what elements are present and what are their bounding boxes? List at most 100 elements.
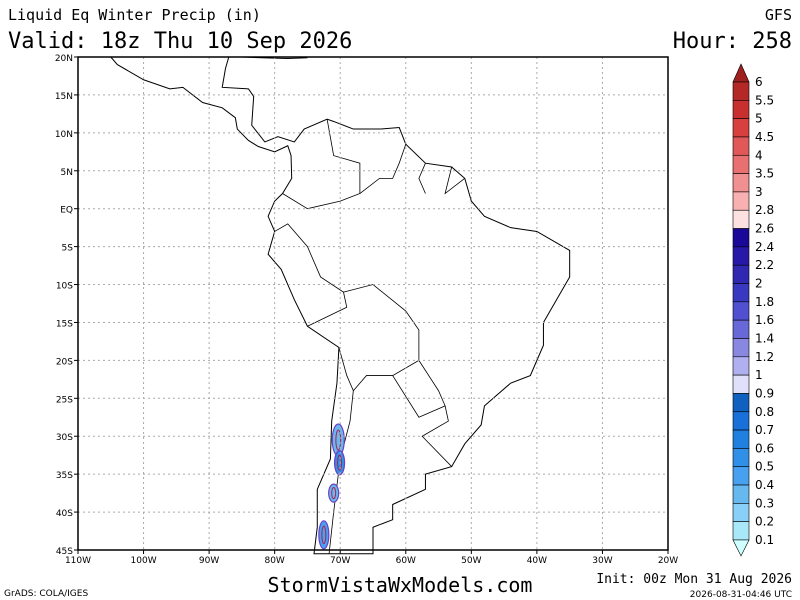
- colorbar-label: 0.6: [755, 441, 774, 455]
- lat-label: 45S: [56, 547, 73, 557]
- colorbar-box: [732, 301, 750, 321]
- lon-label: 30W: [592, 556, 612, 566]
- colorbar-label: 4.5: [755, 130, 774, 144]
- lat-label: 15S: [56, 319, 73, 329]
- lat-label: EQ: [60, 206, 73, 216]
- colorbar-label: 0.4: [755, 478, 774, 492]
- colorbar-box: [732, 338, 750, 358]
- lat-label: 5S: [62, 244, 74, 254]
- precip-area: [328, 483, 340, 503]
- precip-core: [335, 429, 342, 451]
- colorbar-box: [732, 466, 750, 486]
- colorbar-box: [732, 136, 750, 156]
- lat-label: 5N: [61, 168, 73, 178]
- colorbar-label: 2.6: [755, 222, 774, 236]
- colorbar-label: 2.8: [755, 203, 774, 217]
- colorbar-label: 6: [755, 75, 763, 89]
- colorbar-box: [732, 356, 750, 376]
- colorbar-label: 5.5: [755, 93, 774, 107]
- colorbar-box: [732, 429, 750, 449]
- colorbar-box: [732, 118, 750, 138]
- colorbar-box: [732, 411, 750, 431]
- lat-label: 40S: [56, 509, 73, 519]
- colorbar-top: [732, 63, 750, 83]
- precip-area: [318, 520, 330, 550]
- colorbar-box: [732, 503, 750, 522]
- lat-label: 20N: [55, 54, 73, 64]
- lat-label: 10S: [56, 282, 73, 292]
- lat-label: 35S: [56, 471, 73, 481]
- border: [444, 166, 466, 195]
- border: [343, 284, 420, 391]
- colorbar-label: 2: [755, 277, 763, 291]
- border: [274, 223, 348, 327]
- colorbar-label: 1.4: [755, 331, 774, 345]
- colorbar-box: [732, 154, 750, 174]
- colorbar-box: [732, 209, 750, 229]
- credit: GrADS: COLA/IGES: [4, 589, 88, 599]
- lon-label: 90W: [199, 556, 219, 566]
- colorbar-box: [732, 448, 750, 468]
- colorbar-box: [732, 393, 750, 413]
- title: Liquid Eq Winter Precip (in): [8, 6, 261, 24]
- precip-area: [333, 450, 346, 476]
- precip-core: [321, 525, 327, 545]
- colorbar-label: 2.4: [755, 240, 774, 254]
- colorbar-box: [732, 81, 750, 101]
- colorbar-label: 0.8: [755, 405, 774, 419]
- map-frame: [77, 56, 669, 551]
- colorbar-bottom: [732, 539, 750, 557]
- colorbar-label: 5: [755, 112, 763, 126]
- colorbar-label: 2.2: [755, 258, 774, 272]
- lon-label: 100W: [131, 556, 157, 566]
- colorbar-label: 0.5: [755, 460, 774, 474]
- colorbar-box: [732, 246, 750, 266]
- border: [418, 163, 426, 194]
- colorbar-box: [732, 521, 750, 541]
- colorbar-box: [732, 283, 750, 303]
- timestamp: 2026-08-31-04:46 UTC: [690, 590, 792, 600]
- forecast-hour: Hour: 258: [673, 29, 792, 54]
- lon-label: 60W: [396, 556, 416, 566]
- colorbar-label: 0.1: [755, 533, 774, 547]
- lat-label: 30S: [56, 433, 73, 443]
- lon-label: 50W: [461, 556, 481, 566]
- colorbar-label: 3.5: [755, 167, 774, 181]
- lon-label: 40W: [527, 556, 547, 566]
- map: [74, 56, 669, 555]
- colorbar-label: 1.6: [755, 313, 774, 327]
- colorbar-box: [732, 173, 750, 193]
- colorbar-label: 0.9: [755, 386, 774, 400]
- precip-core: [337, 454, 343, 471]
- lon-label: 70W: [330, 556, 350, 566]
- colorbar-label: 0.2: [755, 515, 774, 529]
- colorbar-label: 1: [755, 368, 763, 382]
- valid-time: Valid: 18z Thu 10 Sep 2026: [8, 29, 352, 54]
- colorbar-label: 0.3: [755, 496, 774, 510]
- colorbar-box: [732, 319, 750, 339]
- colorbar-box: [732, 191, 750, 211]
- init-time: Init: 00z Mon 31 Aug 2026: [596, 572, 792, 587]
- colorbar-box: [732, 374, 750, 394]
- border: [421, 405, 452, 467]
- colorbar-box: [732, 228, 750, 248]
- lat-label: 25S: [56, 395, 73, 405]
- colorbar-box: [732, 100, 750, 119]
- colorbar-label: 0.7: [755, 423, 774, 437]
- colorbar-box: [732, 484, 750, 504]
- colorbar-label: 1.2: [755, 350, 774, 364]
- land: [109, 56, 571, 555]
- precip-core: [331, 486, 337, 500]
- site: StormVistaWxModels.com: [268, 573, 533, 597]
- lat-label: 10N: [55, 130, 73, 140]
- model: GFS: [765, 6, 792, 24]
- colorbar-label: 3: [755, 185, 763, 199]
- lat-label: 15N: [55, 92, 73, 102]
- colorbar: 6 5.5 5 4.5 4 3.5 3 2.8 2.6 2.4 2.2 2 1.8 1.6 1.4 1.2 1 0…: [732, 63, 774, 557]
- lon-label: 80W: [264, 556, 284, 566]
- colorbar-label: 1.8: [755, 295, 774, 309]
- colorbar-box: [732, 264, 750, 284]
- lon-label: 110W: [65, 556, 91, 566]
- colorbar-label: 4: [755, 148, 763, 162]
